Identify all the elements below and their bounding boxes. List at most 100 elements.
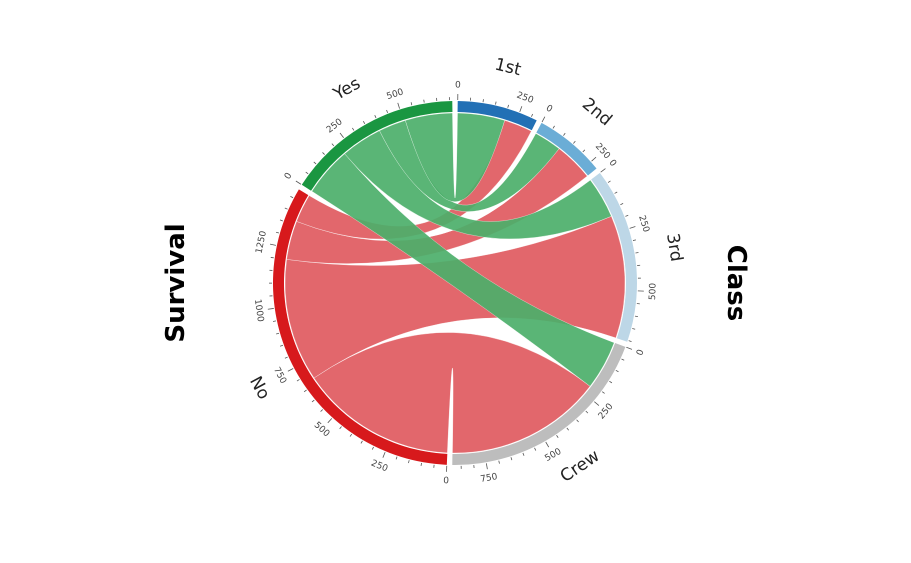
tick-label: 500 xyxy=(543,447,563,464)
tick-mark xyxy=(269,243,277,246)
sector-label-2nd: 2nd xyxy=(578,94,616,130)
tick-mark xyxy=(626,346,633,350)
tick-mark xyxy=(585,410,589,414)
tick-mark xyxy=(408,460,410,464)
tick-mark xyxy=(628,340,632,342)
tick-label: 500 xyxy=(312,420,332,439)
tick-mark xyxy=(305,171,309,175)
sector-no xyxy=(272,189,448,465)
sector-label-no: No xyxy=(245,373,274,403)
chord-sectors xyxy=(272,101,637,466)
tick-label: 0 xyxy=(544,103,554,115)
tick-label: 250 xyxy=(325,117,345,136)
tick-mark xyxy=(374,115,377,119)
tick-mark xyxy=(327,418,333,424)
tick-mark xyxy=(313,161,317,165)
tick-mark xyxy=(632,239,637,241)
tick-mark xyxy=(284,207,288,210)
tick-mark xyxy=(279,344,284,347)
tick-mark xyxy=(360,440,363,444)
tick-mark xyxy=(594,401,600,406)
tick-mark xyxy=(303,389,307,393)
tick-mark xyxy=(351,127,355,131)
tick-mark xyxy=(420,462,422,466)
sector-1st xyxy=(457,101,537,131)
tick-mark xyxy=(495,101,497,105)
tick-mark xyxy=(534,447,537,451)
tick-mark xyxy=(395,456,398,460)
tick-mark xyxy=(311,399,315,403)
tick-mark xyxy=(632,328,636,330)
tick-label: 0 xyxy=(283,171,295,181)
tick-mark xyxy=(620,203,624,206)
tick-mark xyxy=(591,156,597,162)
tick-label: 1000 xyxy=(252,299,265,323)
tick-mark xyxy=(423,99,425,103)
tick-mark xyxy=(322,152,325,155)
tick-mark xyxy=(607,180,611,183)
tick-mark xyxy=(267,308,274,310)
sector-label-yes: Yes xyxy=(329,74,364,105)
tick-label: 500 xyxy=(648,283,659,301)
tick-mark xyxy=(510,457,513,461)
tick-mark xyxy=(279,219,283,222)
tick-label: 250 xyxy=(636,214,651,234)
tick-mark xyxy=(600,168,606,173)
tick-mark xyxy=(629,226,636,229)
chord-links xyxy=(284,112,626,454)
tick-label: 0 xyxy=(635,348,646,357)
tick-mark xyxy=(621,358,625,361)
tick-mark xyxy=(615,369,619,373)
sector-3rd xyxy=(591,172,637,342)
tick-label: 0 xyxy=(607,158,619,169)
tick-mark xyxy=(287,368,294,372)
sector-label-3rd: 3rd xyxy=(662,232,686,263)
tick-mark xyxy=(320,409,324,412)
link-yes-1st xyxy=(405,112,505,202)
tick-label: 750 xyxy=(271,366,288,386)
tick-mark xyxy=(556,435,559,438)
tick-mark xyxy=(522,452,525,456)
tick-mark xyxy=(272,320,277,322)
tick-mark xyxy=(498,460,500,464)
sector-label-crew: Crew xyxy=(557,446,604,487)
tick-mark xyxy=(339,426,342,430)
tick-mark xyxy=(295,180,302,185)
tick-mark xyxy=(634,315,639,318)
tick-mark xyxy=(625,214,629,217)
tick-mark xyxy=(609,380,613,384)
link-yes-crew xyxy=(311,153,615,387)
tick-mark xyxy=(386,109,389,113)
tick-label: 0 xyxy=(455,80,461,90)
tick-mark xyxy=(614,191,618,194)
tick-label: 0 xyxy=(443,476,449,486)
tick-mark xyxy=(573,140,576,144)
tick-label: 1250 xyxy=(254,230,269,255)
tick-mark xyxy=(349,433,353,437)
tick-label: 250 xyxy=(597,402,616,422)
tick-mark xyxy=(541,116,546,123)
tick-mark xyxy=(563,132,566,136)
tick-mark xyxy=(601,391,605,394)
tick-mark xyxy=(519,106,523,112)
sector-label-1st: 1st xyxy=(493,55,524,81)
tick-mark xyxy=(566,427,569,431)
tick-mark xyxy=(552,125,555,129)
tick-mark xyxy=(339,132,344,139)
tick-mark xyxy=(582,149,586,153)
sector-crew xyxy=(452,343,626,466)
sector-yes xyxy=(301,101,453,191)
tick-mark xyxy=(397,102,400,109)
tick-mark xyxy=(284,356,288,359)
tick-mark xyxy=(531,113,534,117)
tick-mark xyxy=(410,102,413,106)
tick-mark xyxy=(275,231,280,234)
tick-mark xyxy=(296,379,300,382)
sector-2nd xyxy=(536,122,597,176)
tick-mark xyxy=(507,104,509,108)
tick-label: 750 xyxy=(480,472,499,485)
group-title-survival: Survival xyxy=(161,223,191,342)
tick-mark xyxy=(362,120,366,124)
tick-mark xyxy=(290,196,294,199)
